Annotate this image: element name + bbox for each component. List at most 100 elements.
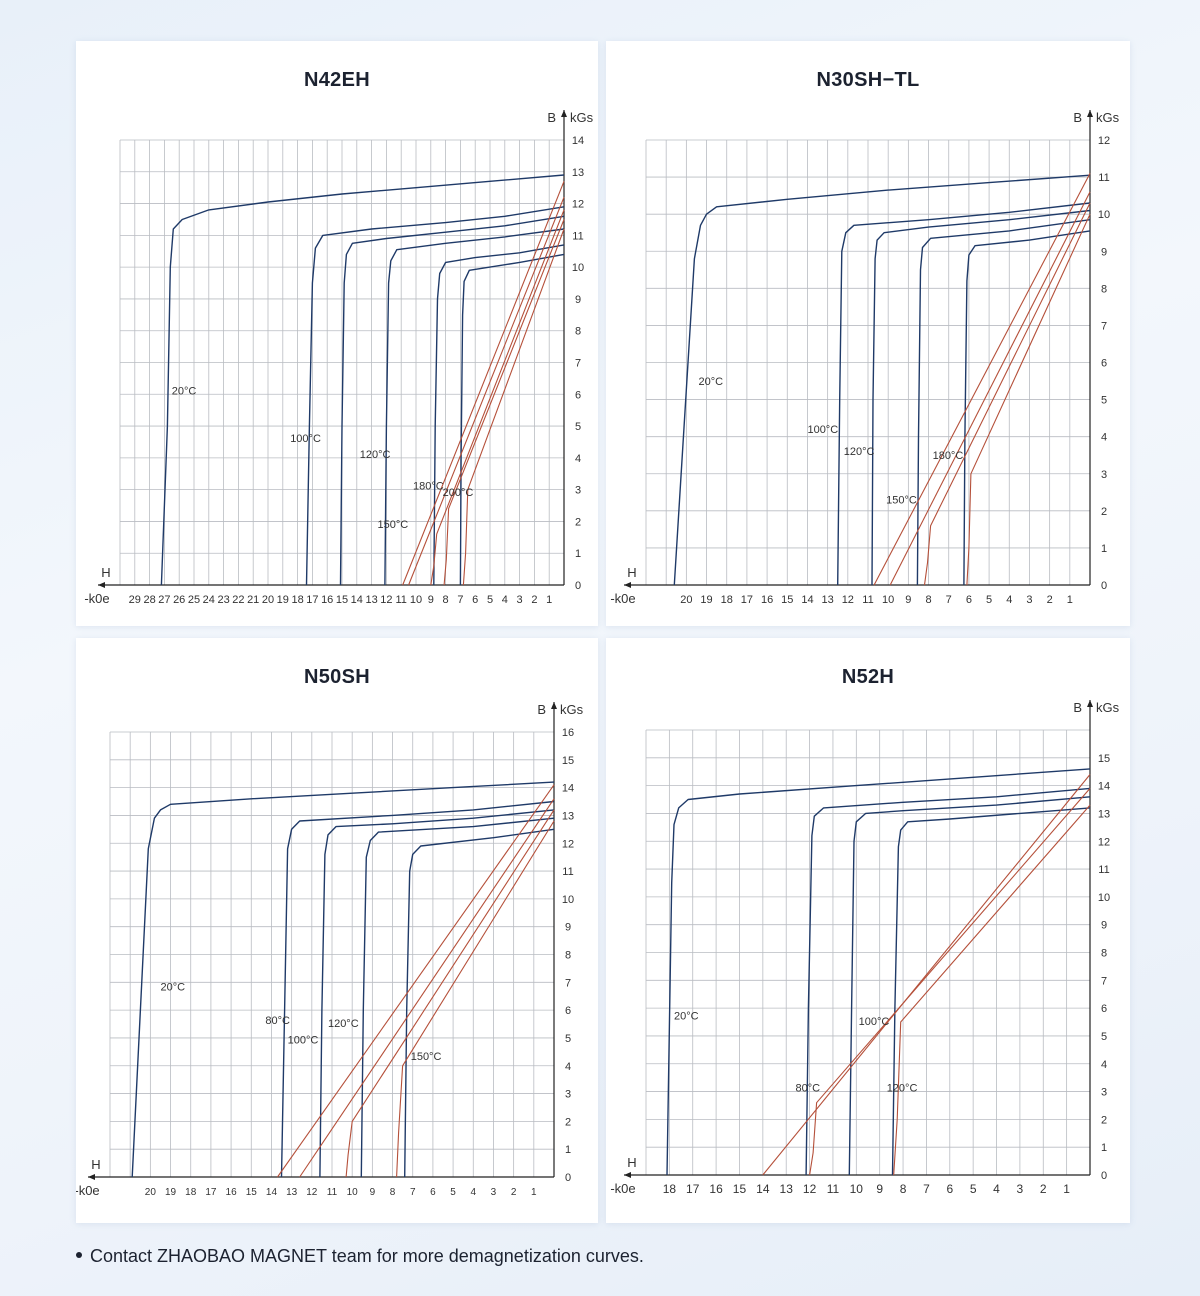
x-tick-label: 11 bbox=[395, 594, 406, 606]
y-axis-label: B bbox=[547, 110, 556, 125]
y-tick-label: 9 bbox=[1101, 920, 1107, 932]
x-tick-label: 9 bbox=[905, 594, 911, 606]
y-tick-label: 6 bbox=[1101, 1003, 1107, 1015]
x-tick-label: 4 bbox=[993, 1182, 1000, 1196]
y-axis-arrow-icon bbox=[1087, 110, 1093, 117]
normal-curve-200c bbox=[462, 228, 565, 586]
y-axis-label: B bbox=[537, 702, 546, 717]
x-tick-label: 9 bbox=[876, 1182, 883, 1196]
x-tick-label: 28 bbox=[143, 594, 155, 606]
y-tick-label: 0 bbox=[565, 1172, 571, 1184]
y-tick-label: 16 bbox=[562, 727, 574, 739]
intrinsic-curve-120c bbox=[339, 215, 565, 586]
curves bbox=[160, 174, 565, 586]
normal-curve-120c bbox=[408, 196, 565, 586]
y-tick-label: 14 bbox=[572, 135, 584, 147]
series-label: 20°C bbox=[172, 385, 197, 397]
x-axis-unit: -k0e bbox=[610, 1181, 635, 1196]
y-tick-label: 7 bbox=[1101, 975, 1107, 987]
y-axis-unit: kGs bbox=[1096, 110, 1120, 125]
y-tick-label: 11 bbox=[572, 230, 583, 242]
x-tick-label: 27 bbox=[158, 594, 170, 606]
x-tick-label: 3 bbox=[517, 594, 523, 606]
x-tick-label: 9 bbox=[428, 594, 434, 606]
y-tick-label: 5 bbox=[1101, 1031, 1107, 1043]
x-tick-label: 6 bbox=[946, 1182, 953, 1196]
x-tick-label: 15 bbox=[336, 594, 348, 606]
x-tick-label: 1 bbox=[1063, 1182, 1070, 1196]
y-axis-unit: kGs bbox=[570, 110, 594, 125]
x-tick-label: 17 bbox=[205, 1187, 217, 1198]
normal-curve-100c bbox=[299, 798, 555, 1178]
x-tick-label: 16 bbox=[321, 594, 333, 606]
x-tick-label: 19 bbox=[277, 594, 289, 606]
y-tick-label: 0 bbox=[1101, 580, 1107, 592]
bullet-icon bbox=[76, 1252, 82, 1259]
y-tick-label: 6 bbox=[575, 389, 581, 401]
y-tick-label: 5 bbox=[565, 1033, 571, 1045]
y-tick-label: 2 bbox=[575, 516, 581, 528]
y-tick-label: 8 bbox=[565, 950, 571, 962]
x-tick-label: 24 bbox=[203, 594, 215, 606]
x-tick-label: 5 bbox=[986, 594, 992, 606]
y-tick-label: 14 bbox=[1098, 781, 1110, 793]
y-tick-label: 10 bbox=[1098, 892, 1110, 904]
x-axis-arrow-icon bbox=[624, 582, 631, 588]
intrinsic-curve-100c bbox=[305, 206, 565, 586]
series-label: 100°C bbox=[290, 433, 321, 445]
x-axis-arrow-icon bbox=[98, 582, 105, 588]
y-tick-label: 11 bbox=[562, 866, 573, 878]
y-tick-label: 10 bbox=[1098, 209, 1110, 221]
x-tick-label: 1 bbox=[546, 594, 552, 606]
x-tick-label: 17 bbox=[306, 594, 318, 606]
x-tick-label: 10 bbox=[347, 1187, 359, 1198]
grid bbox=[645, 139, 1091, 586]
intrinsic-curve-150c bbox=[404, 828, 555, 1178]
x-tick-label: 29 bbox=[129, 594, 141, 606]
y-axis-label: B bbox=[1073, 110, 1082, 125]
series-label: 200°C bbox=[443, 487, 474, 499]
y-tick-label: 4 bbox=[1101, 1059, 1107, 1071]
y-tick-label: 6 bbox=[1101, 358, 1107, 370]
normal-curve-150c bbox=[430, 209, 565, 586]
normal-curve-80c bbox=[277, 784, 555, 1178]
y-tick-label: 8 bbox=[1101, 948, 1107, 960]
x-tick-label: 5 bbox=[970, 1182, 977, 1196]
series-label: 120°C bbox=[844, 446, 875, 458]
x-axis-label: H bbox=[627, 565, 636, 580]
chart-title: N52H bbox=[841, 666, 895, 688]
y-tick-label: 3 bbox=[565, 1089, 571, 1101]
x-tick-label: 10 bbox=[410, 594, 422, 606]
x-tick-label: 16 bbox=[761, 594, 773, 606]
intrinsic-curve-100c bbox=[837, 202, 1091, 586]
y-tick-label: 5 bbox=[575, 421, 581, 433]
x-axis-unit: -k0e bbox=[610, 591, 635, 606]
y-tick-label: 3 bbox=[1101, 1087, 1107, 1099]
x-tick-label: 5 bbox=[450, 1187, 456, 1198]
y-tick-label: 12 bbox=[1098, 836, 1110, 848]
x-tick-label: 6 bbox=[966, 594, 972, 606]
x-tick-label: 18 bbox=[291, 594, 303, 606]
grid bbox=[109, 731, 555, 1178]
normal-curve-100c bbox=[809, 788, 1091, 1176]
series-label: 150°C bbox=[378, 519, 409, 531]
x-tick-label: 12 bbox=[803, 1182, 817, 1196]
footnote-text: Contact ZHAOBAO MAGNET team for more dem… bbox=[90, 1246, 644, 1266]
y-tick-label: 15 bbox=[562, 755, 574, 767]
intrinsic-curve-150c bbox=[916, 219, 1091, 586]
x-tick-label: 5 bbox=[487, 594, 493, 606]
curves bbox=[131, 781, 555, 1178]
series-label: 100°C bbox=[859, 1016, 890, 1028]
y-tick-label: 1 bbox=[1101, 543, 1107, 555]
x-tick-label: 23 bbox=[217, 594, 229, 606]
series-label: 20°C bbox=[160, 982, 185, 994]
x-tick-label: 14 bbox=[266, 1187, 278, 1198]
x-tick-label: 11 bbox=[862, 594, 873, 606]
y-axis-arrow-icon bbox=[561, 110, 567, 117]
x-tick-label: 1 bbox=[531, 1187, 537, 1198]
x-tick-label: 7 bbox=[410, 1187, 416, 1198]
